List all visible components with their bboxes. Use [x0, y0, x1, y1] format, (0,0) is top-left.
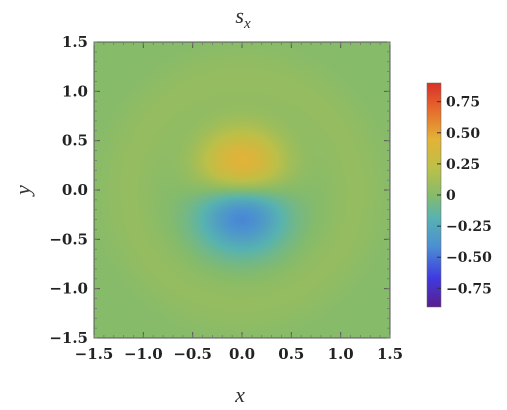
chart-title: sx	[235, 3, 251, 32]
y-tick-label: 0.0	[62, 181, 88, 199]
colorbar-tick-label: 0.50	[446, 126, 480, 142]
y-tick-label: −0.5	[49, 230, 88, 248]
chart-title-subscript: x	[243, 16, 251, 32]
colorbar-tick-label: −0.75	[446, 281, 492, 297]
x-tick-label: −1.5	[75, 345, 114, 363]
y-tick-label: −1.5	[49, 329, 88, 347]
colorbar-tick-label: 0	[446, 188, 456, 204]
colorbar: 0.75 0.50 0.25 0 −0.25 −0.50 −0.75	[426, 82, 492, 308]
colorbar-tick-label: −0.50	[446, 250, 492, 266]
x-tick-label: 1.5	[377, 345, 403, 363]
x-tick-label: −0.5	[173, 345, 212, 363]
x-axis-label: x	[234, 382, 245, 407]
y-tick-label: 1.0	[62, 82, 88, 100]
colorbar-tick-label: 0.75	[446, 95, 480, 111]
y-tick-label: −1.0	[49, 280, 88, 298]
plot-area	[93, 41, 391, 339]
y-axis-ticks: 1.5 1.0 0.5 0.0 −0.5 −1.0 −1.5	[49, 33, 390, 347]
x-tick-label: 1.0	[328, 345, 354, 363]
y-tick-label: 1.5	[62, 33, 88, 51]
y-axis-label: y	[10, 185, 35, 197]
x-tick-label: 0.0	[229, 345, 255, 363]
colorbar-tick-label: −0.25	[446, 219, 492, 235]
heatmap-image	[94, 42, 390, 338]
y-tick-label: 0.5	[62, 132, 88, 150]
x-axis-ticks: −1.5 −1.0 −0.5 0.0 0.5 1.0 1.5	[75, 42, 403, 363]
colorbar-tick-label: 0.25	[446, 157, 480, 173]
x-tick-label: −1.0	[124, 345, 163, 363]
colorbar-ticks: 0.75 0.50 0.25 0 −0.25 −0.50 −0.75	[437, 95, 492, 297]
x-tick-label: 0.5	[278, 345, 304, 363]
